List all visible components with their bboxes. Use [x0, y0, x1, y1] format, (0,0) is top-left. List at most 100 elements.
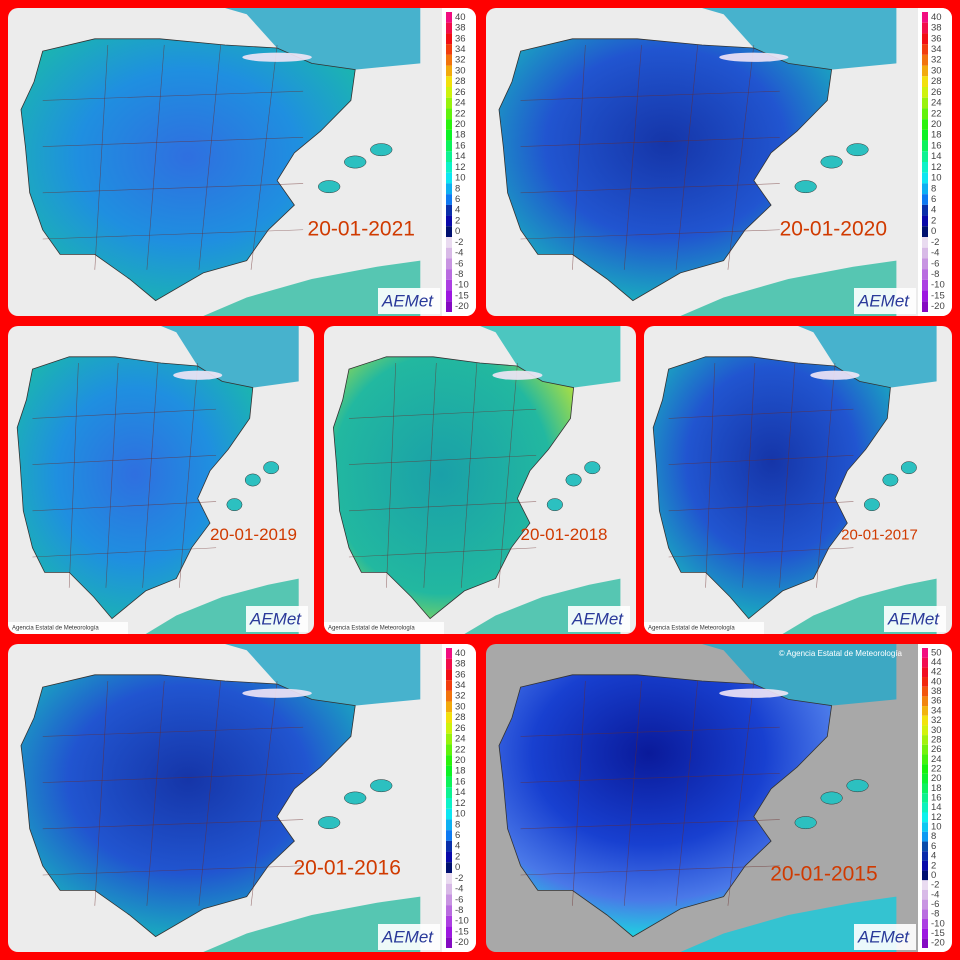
scale-swatch	[446, 862, 452, 873]
scale-label: -15	[455, 926, 469, 937]
scale-swatch	[922, 44, 928, 55]
scale-label: 34	[455, 680, 466, 691]
scale-swatch	[446, 237, 452, 248]
scale-label: -2	[455, 873, 463, 884]
scale-swatch	[922, 108, 928, 120]
scale-label: 30	[455, 701, 466, 712]
scale-swatch	[446, 915, 452, 927]
scale-label: 20	[455, 119, 466, 130]
scale-label: -15	[931, 928, 945, 939]
scale-swatch	[922, 140, 928, 152]
island	[244, 473, 261, 487]
scale-label: 40	[455, 12, 466, 23]
scale-label: 50	[931, 647, 942, 658]
france	[161, 326, 299, 388]
island	[584, 461, 601, 475]
scale-swatch	[446, 883, 452, 895]
scale-label: 32	[455, 55, 466, 66]
snow	[719, 52, 789, 62]
scale-label: 0	[931, 226, 936, 237]
scale-swatch	[446, 119, 452, 130]
region-line	[727, 680, 755, 906]
scale-swatch	[446, 65, 452, 77]
region-line	[520, 137, 780, 147]
scale-label: 24	[931, 98, 942, 109]
scale-swatch	[922, 12, 928, 23]
scale-label: 22	[931, 108, 942, 119]
region-line	[460, 362, 478, 588]
scale-label: 28	[455, 712, 466, 723]
scale-swatch	[446, 765, 452, 777]
region-line	[520, 819, 780, 830]
scale-swatch	[446, 755, 452, 766]
scale-label: 28	[931, 76, 942, 87]
map-panel: AEMet Agencia Estatal de Meteorología 20-0…	[324, 326, 636, 634]
map-panel: AEMet Agencia Estatal de Meteorología 20-0…	[644, 326, 952, 634]
scale-label: 20	[931, 773, 942, 784]
map-panel: AEMet Agencia Estatal de Meteorología 20-0…	[8, 326, 314, 634]
region-line	[572, 680, 586, 906]
scale-label: 6	[931, 841, 936, 852]
scale-label: 36	[931, 696, 942, 707]
region-line	[520, 726, 780, 737]
scale-label: 4	[931, 851, 936, 862]
scale-swatch	[922, 667, 928, 678]
scale-swatch	[922, 880, 928, 890]
scale-swatch	[922, 65, 928, 77]
scale-label: 44	[931, 657, 942, 668]
scale-swatch	[922, 841, 928, 852]
scale-label: 40	[931, 676, 942, 687]
scale-label: 26	[931, 87, 942, 98]
scale-label: 6	[931, 194, 936, 205]
scale-label: 16	[931, 793, 942, 804]
scale-swatch	[446, 279, 452, 291]
scale-label: 18	[455, 766, 466, 777]
scale-label: -20	[931, 301, 945, 312]
region-line	[675, 44, 698, 270]
region-line	[32, 547, 217, 558]
region-line	[250, 44, 278, 270]
credit-box	[324, 622, 444, 634]
scale-swatch	[922, 87, 928, 98]
scale-swatch	[922, 269, 928, 280]
region-line	[668, 547, 854, 558]
region-line	[32, 408, 217, 419]
scale-swatch	[922, 802, 928, 813]
scale-swatch	[446, 798, 452, 809]
scale-label: 22	[455, 108, 466, 119]
scale-label: 14	[455, 151, 466, 162]
scale-label: -10	[931, 918, 945, 929]
scale-label: -2	[931, 880, 939, 891]
scale-label: -6	[455, 894, 463, 905]
scale-swatch	[922, 889, 928, 900]
scale-label: 2	[455, 215, 460, 226]
scale-swatch	[446, 830, 452, 841]
scale-swatch	[922, 194, 928, 205]
credit: Agencia Estatal de Meteorología	[12, 626, 99, 632]
scale-label: 0	[931, 870, 936, 881]
scale-swatch	[446, 140, 452, 152]
scale-swatch	[446, 162, 452, 173]
scale-swatch	[922, 54, 928, 66]
region-line	[42, 229, 304, 240]
region-line	[423, 362, 437, 588]
region-line	[623, 44, 642, 270]
scale-label: 2	[931, 860, 936, 871]
scale-swatch	[922, 764, 928, 774]
scale-swatch	[446, 204, 452, 216]
scale-label: 38	[931, 686, 942, 697]
region-line	[42, 90, 304, 101]
france	[480, 326, 621, 388]
scale-swatch	[922, 97, 928, 109]
credit: Agencia Estatal de Meteorología	[328, 626, 415, 632]
scale-swatch	[922, 657, 928, 668]
logo-box	[246, 606, 308, 632]
island	[900, 461, 917, 475]
scale-swatch	[446, 22, 452, 34]
logo-box	[378, 288, 440, 314]
scale-swatch	[446, 108, 452, 120]
island	[820, 155, 843, 169]
scale-swatch	[922, 851, 928, 861]
logo: AEMet	[381, 291, 434, 310]
region-line	[42, 183, 304, 194]
